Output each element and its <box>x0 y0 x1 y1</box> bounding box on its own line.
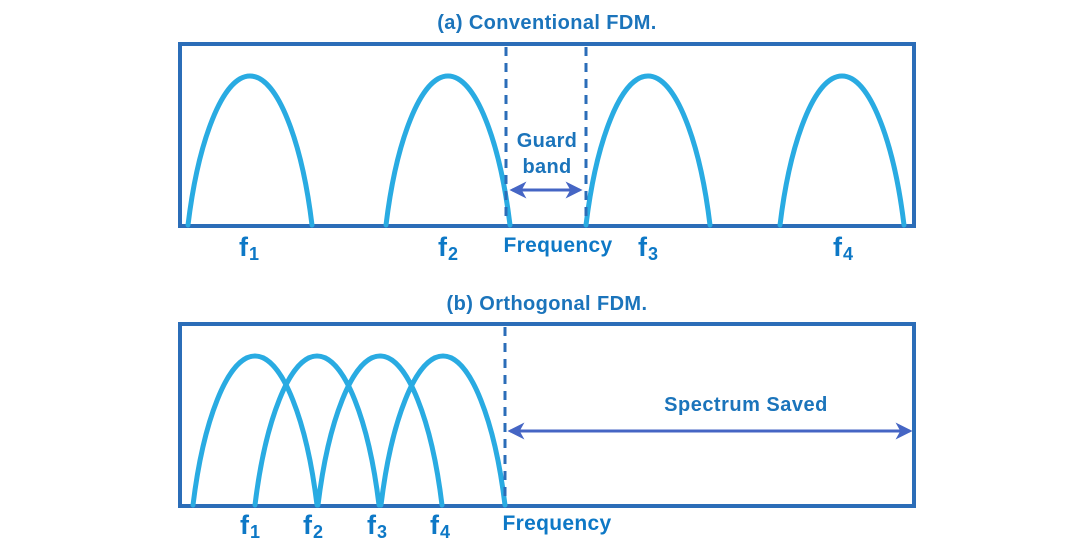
panel-b-title: (b) Orthogonal FDM. <box>446 293 648 315</box>
f-label-4-panel-a: f4 <box>832 232 854 264</box>
spectrum-saved-label: Spectrum Saved <box>664 394 828 416</box>
panel-b-curve-f2 <box>252 353 382 508</box>
panel-b-curve-f3 <box>315 353 445 508</box>
panel-a-title: (a) Conventional FDM. <box>437 12 657 34</box>
f-label-2-panel-a: f2 <box>437 232 459 264</box>
f-label-1-panel-b: f1 <box>239 510 261 542</box>
panel-a-curve-f3 <box>583 73 713 228</box>
guard-band-label: Guard band <box>517 128 577 180</box>
panel-a-curve-f2 <box>383 73 513 228</box>
panel-b-curve-f4 <box>378 353 508 508</box>
f-label-1-panel-a: f1 <box>238 232 260 264</box>
panel-b-frequency-label: Frequency <box>502 512 612 535</box>
panel-a-curve-f4 <box>777 73 907 228</box>
panel-b-box <box>178 322 916 508</box>
f-label-4-panel-b: f4 <box>429 510 451 542</box>
guard-band-label-line2: band <box>522 156 572 178</box>
panel-b-curve-f1 <box>190 353 320 508</box>
f-label-3-panel-a: f3 <box>637 232 659 264</box>
panel-a-box <box>178 42 916 228</box>
f-label-2-panel-b: f2 <box>302 510 324 542</box>
panel-a-frequency-label: Frequency <box>503 234 613 257</box>
panel-a-curve-f1 <box>185 73 315 228</box>
guard-band-label-line1: Guard <box>516 130 578 152</box>
f-label-3-panel-b: f3 <box>366 510 388 542</box>
